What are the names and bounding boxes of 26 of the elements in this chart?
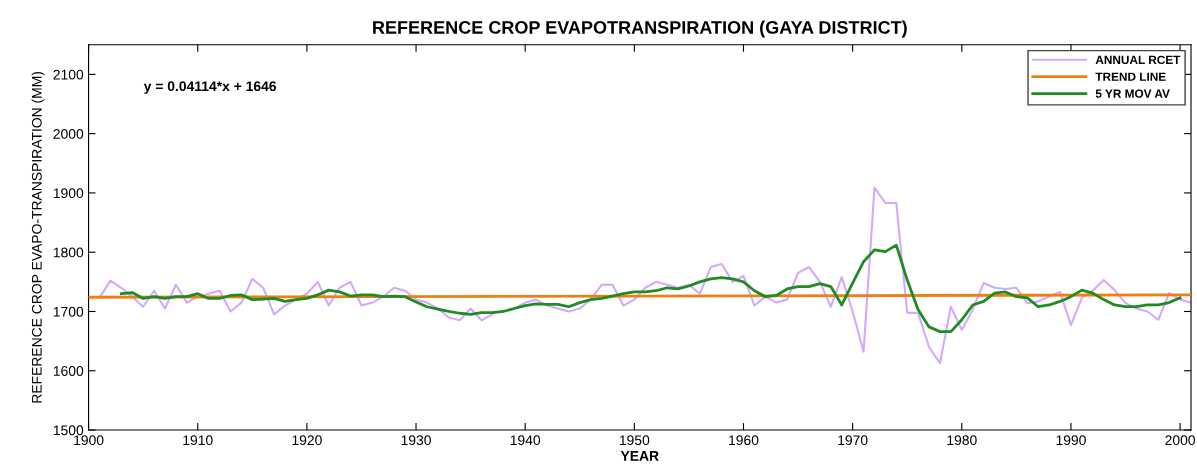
y-tick-label: 1500 bbox=[53, 425, 84, 436]
x-tick-label: 1960 bbox=[729, 435, 759, 446]
x-tick-label: 1900 bbox=[74, 435, 104, 446]
y-tick-label: 1700 bbox=[53, 306, 84, 317]
legend-label: TREND LINE bbox=[1095, 72, 1166, 81]
x-tick-label: 1970 bbox=[838, 435, 868, 446]
x-tick-label: 2000 bbox=[1165, 435, 1196, 446]
chart-title: REFERENCE CROP EVAPOTRANSPIRATION (GAYA DISTRICT) bbox=[373, 20, 907, 38]
legend-label: ANNUAL RCET bbox=[1095, 55, 1181, 65]
y-tick-label: 2000 bbox=[53, 128, 84, 139]
x-tick-label: 1920 bbox=[292, 435, 322, 446]
annotation: y = 0.04114*x + 1646 bbox=[143, 81, 277, 94]
y-axis-title: REFERENCE CROP EVAPO-TRANSPIRATION (MM) bbox=[31, 71, 45, 403]
x-tick-label: 1980 bbox=[947, 435, 977, 446]
x-tick-label: 1910 bbox=[183, 435, 213, 446]
y-tick-label: 1600 bbox=[53, 366, 84, 376]
x-tick-label: 1940 bbox=[510, 435, 541, 446]
legend-label: 5 YR MOV AV bbox=[1095, 89, 1170, 98]
x-tick-label: 1930 bbox=[401, 435, 431, 446]
line-series bbox=[119, 243, 1182, 334]
y-tick-label: 1900 bbox=[53, 188, 84, 199]
y-tick-label: 2100 bbox=[53, 69, 84, 80]
x-axis-title: YEAR bbox=[620, 451, 659, 461]
y-tick-label: 1800 bbox=[53, 247, 84, 258]
x-tick-label: 1950 bbox=[619, 435, 650, 446]
x-tick-label: 1990 bbox=[1056, 435, 1086, 446]
